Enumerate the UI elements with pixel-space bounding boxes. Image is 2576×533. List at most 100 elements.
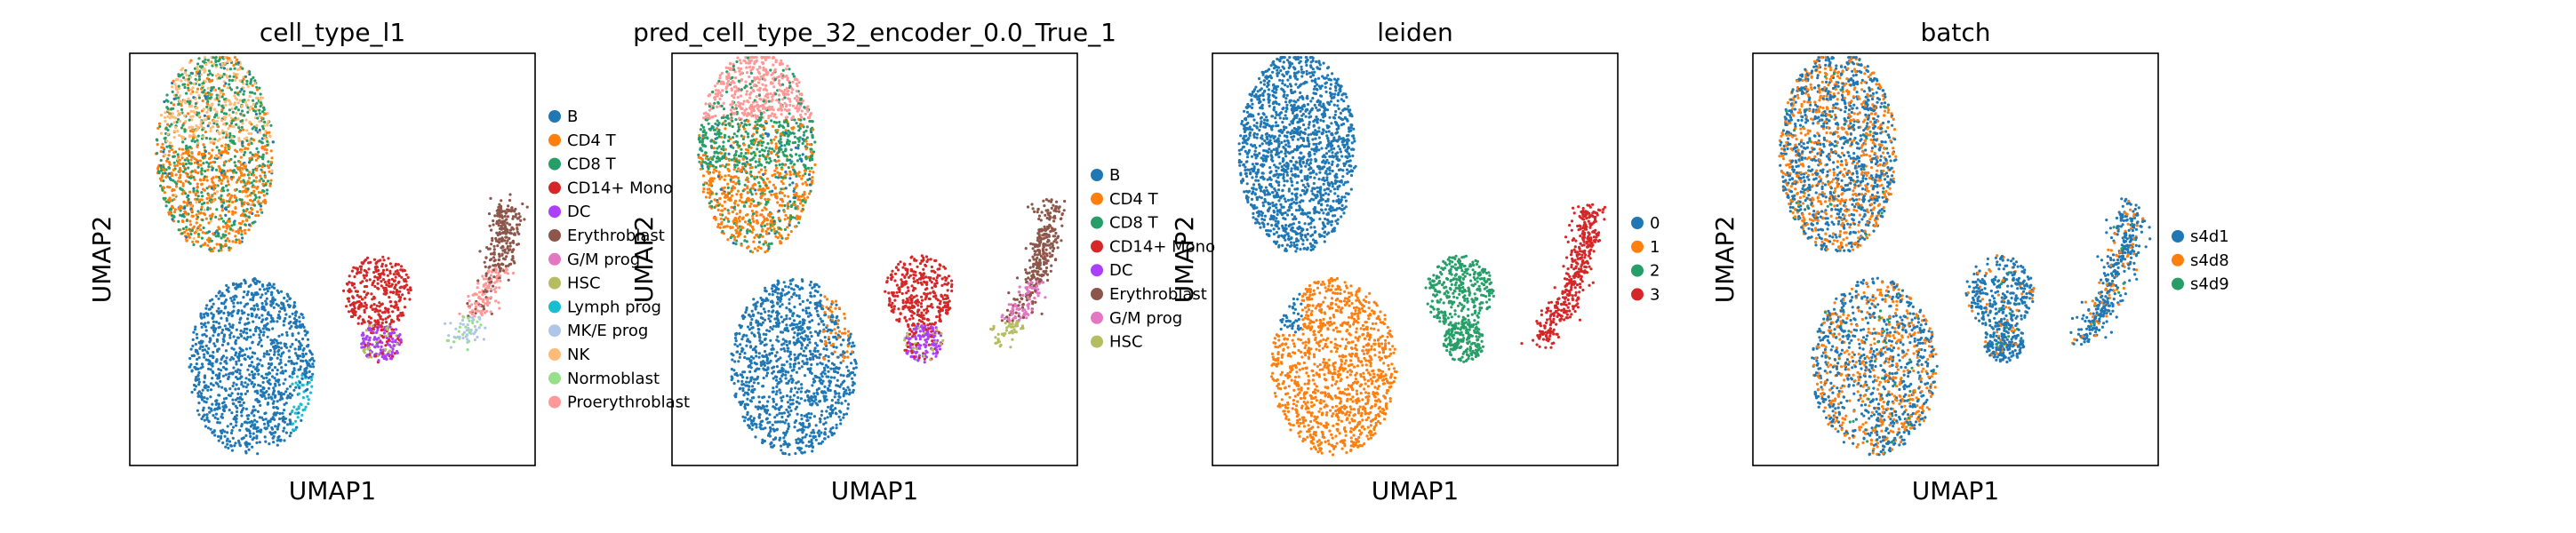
scatter-point <box>508 242 512 245</box>
scatter-point <box>383 306 388 310</box>
scatter-point <box>307 402 310 406</box>
scatter-point <box>255 101 259 105</box>
scatter-point <box>234 387 237 391</box>
scatter-point <box>517 223 522 227</box>
scatter-point <box>196 235 201 239</box>
scatter-point <box>221 136 225 139</box>
scatter-point <box>406 288 410 291</box>
scatter-point <box>384 354 388 358</box>
scatter-point <box>471 293 475 297</box>
scatter-point <box>280 366 284 370</box>
scatter-point <box>235 171 238 174</box>
scatter-point <box>771 56 775 60</box>
scatter-point <box>304 359 308 362</box>
scatter-point <box>188 162 191 165</box>
scatter-point <box>183 206 187 210</box>
scatter-point <box>189 233 193 236</box>
scatter-point <box>168 116 172 120</box>
scatter-point <box>261 318 265 322</box>
scatter-point <box>197 77 201 82</box>
scatter-point <box>387 310 390 314</box>
scatter-point <box>711 157 715 162</box>
scatter-point <box>258 441 261 444</box>
scatter-point <box>482 307 486 311</box>
scatter-point <box>804 201 807 204</box>
scatter-point <box>245 202 250 205</box>
scatter-point <box>218 310 221 314</box>
scatter-point <box>395 349 399 354</box>
scatter-point <box>206 426 211 430</box>
scatter-point <box>276 390 280 394</box>
scatter-point <box>224 389 228 393</box>
scatter-point <box>783 144 787 147</box>
scatter-point <box>734 118 738 122</box>
scatter-point <box>253 79 257 83</box>
scatter-point <box>266 143 269 147</box>
scatter-point <box>211 168 214 171</box>
scatter-point <box>229 227 233 231</box>
scatter-point <box>469 329 473 332</box>
scatter-point <box>364 343 367 346</box>
scatter-point <box>163 168 166 172</box>
scatter-point <box>214 63 218 67</box>
scatter-point <box>762 66 765 69</box>
scatter-point <box>210 312 213 315</box>
scatter-point <box>225 283 228 287</box>
scatter-point <box>234 207 237 211</box>
scatter-point <box>245 421 249 425</box>
scatter-point <box>718 97 722 100</box>
scatter-point <box>226 188 229 192</box>
scatter-point <box>241 144 244 147</box>
scatter-point <box>487 277 491 281</box>
scatter-point <box>714 84 717 88</box>
scatter-point <box>508 248 512 251</box>
scatter-point <box>755 138 758 141</box>
scatter-point <box>756 201 760 204</box>
scatter-point <box>199 163 203 167</box>
scatter-point <box>252 138 255 141</box>
scatter-point <box>312 365 316 369</box>
scatter-point <box>223 161 227 164</box>
scatter-point <box>186 174 189 178</box>
scatter-point <box>256 292 260 296</box>
scatter-point <box>738 116 741 120</box>
scatter-point <box>715 89 718 92</box>
scatter-point <box>164 126 168 130</box>
scatter-point <box>231 398 235 402</box>
scatter-point <box>795 122 798 125</box>
scatter-point <box>365 279 369 282</box>
scatter-point <box>468 306 472 309</box>
scatter-point <box>776 108 780 112</box>
scatter-point <box>243 353 246 356</box>
scatter-point <box>756 175 759 179</box>
scatter-point <box>240 104 244 107</box>
scatter-point <box>269 293 274 297</box>
scatter-point <box>372 258 377 261</box>
scatter-point <box>731 94 734 98</box>
scatter-point <box>256 392 260 395</box>
scatter-point <box>376 276 380 280</box>
scatter-point <box>729 144 732 147</box>
scatter-point <box>493 290 498 294</box>
scatter-point <box>170 174 173 178</box>
scatter-point <box>396 272 399 276</box>
scatter-point <box>224 143 228 147</box>
scatter-point <box>756 76 759 79</box>
scatter-point <box>280 346 284 350</box>
scatter-point <box>722 115 725 119</box>
scatter-point <box>179 119 182 123</box>
scatter-point <box>221 198 225 202</box>
scatter-point <box>220 217 223 220</box>
scatter-point <box>185 212 188 216</box>
scatter-point <box>380 334 384 338</box>
scatter-point <box>155 138 158 141</box>
scatter-point <box>474 305 478 309</box>
scatter-point <box>235 414 238 418</box>
scatter-point <box>282 382 285 386</box>
scatter-point <box>275 346 278 349</box>
scatter-point <box>229 297 233 300</box>
scatter-point <box>276 400 279 403</box>
scatter-point <box>228 239 231 243</box>
scatter-point <box>216 130 220 133</box>
scatter-point <box>291 394 294 397</box>
